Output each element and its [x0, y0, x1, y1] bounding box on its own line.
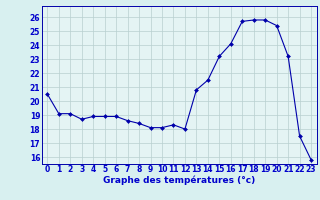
X-axis label: Graphe des températures (°c): Graphe des températures (°c) [103, 176, 255, 185]
